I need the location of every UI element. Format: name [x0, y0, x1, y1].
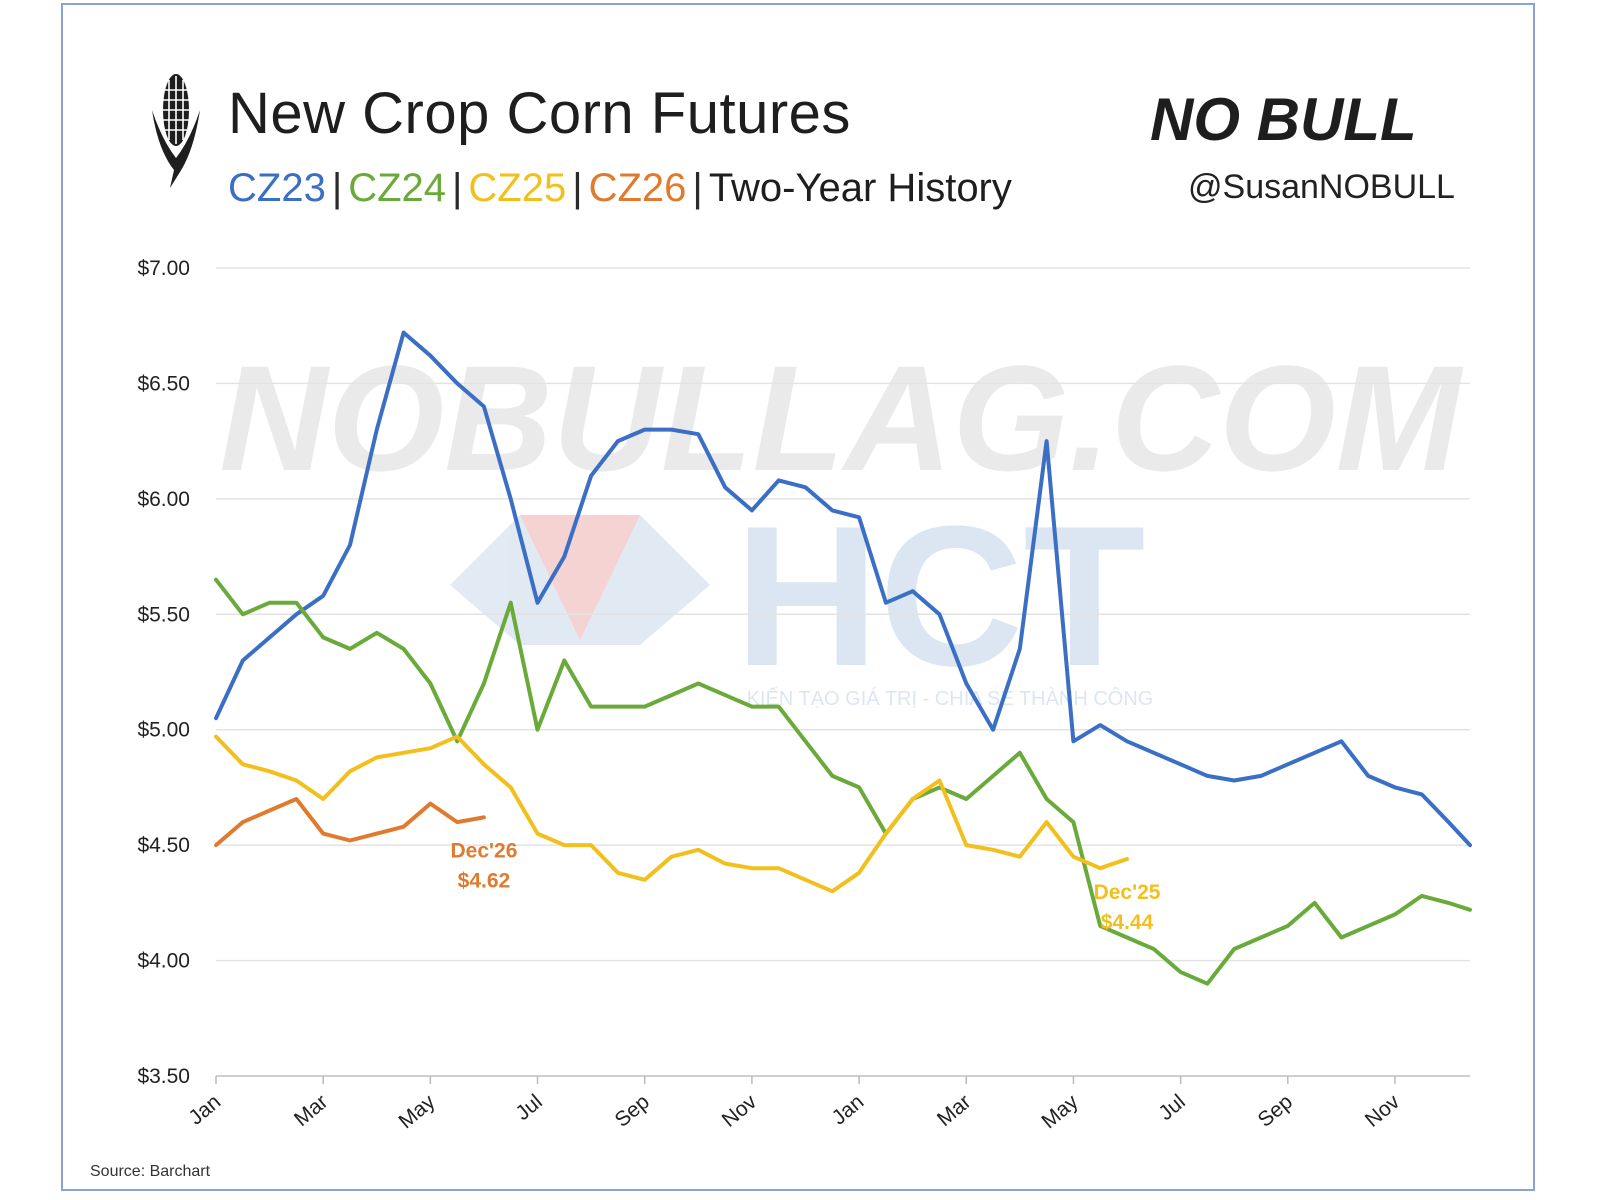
y-tick-label: $7.00 — [137, 257, 190, 280]
annotation-line: $4.44 — [1101, 911, 1154, 934]
chart-title: New Crop Corn Futures — [228, 81, 851, 146]
subtitle-cz23: CZ23 — [228, 166, 326, 210]
x-tick-label: Sep — [1254, 1090, 1297, 1132]
hct-diamond-shape — [450, 515, 710, 645]
annotation-line: $4.62 — [458, 869, 511, 892]
nobull-logo: NO BULL — [1150, 86, 1417, 153]
x-tick-label: May — [1037, 1090, 1083, 1133]
y-tick-label: $6.00 — [137, 488, 190, 511]
annotation-line: Dec'25 — [1094, 881, 1161, 904]
annotation-line: Dec'26 — [451, 839, 518, 862]
chart-frame — [61, 3, 1535, 1191]
hct-triangle-shape — [520, 515, 640, 640]
x-tick-label: Nov — [1361, 1090, 1405, 1132]
watermark-site-text: NOBULLAG.COM — [219, 334, 1464, 502]
grid-layer — [216, 267, 1470, 1077]
y-tick-label: $4.00 — [137, 950, 190, 973]
subtitle-separator: | — [572, 166, 583, 210]
social-handle: @SusanNOBULL — [1188, 168, 1455, 206]
source-note: Source: Barchart — [90, 1163, 211, 1180]
y-tick-label: $3.50 — [137, 1065, 190, 1088]
x-tick-label: Jul — [511, 1090, 546, 1125]
subtitle-separator: | — [452, 166, 463, 210]
series-line-cz23 — [214, 330, 1472, 848]
x-tick-label: Nov — [718, 1090, 762, 1132]
series-line-cz24 — [214, 577, 1472, 986]
x-axis: Jan Mar May Jul Sep Nov Jan Mar May Jul Sep Nov — [184, 1076, 1405, 1133]
hct-logo-text: HCT — [734, 485, 1145, 708]
chart-subtitle: CZ23 | CZ24 | CZ25 | CZ26 | Two-Year History — [228, 166, 1012, 211]
y-tick-label: $5.00 — [137, 719, 190, 742]
x-tick-label: Mar — [933, 1090, 975, 1131]
y-tick-label: $4.50 — [137, 834, 190, 857]
subtitle-cz26: CZ26 — [588, 166, 687, 210]
x-tick-label: Sep — [611, 1090, 654, 1132]
subtitle-cz24: CZ24 — [348, 166, 447, 210]
hct-tagline: KIẾN TẠO GIÁ TRỊ - CHIA SẺ THÀNH CÔNG — [747, 687, 1154, 710]
series-line-cz26 — [214, 797, 486, 848]
subtitle-separator: | — [331, 166, 343, 210]
hct-logo-watermark: HCT KIẾN TẠO GIÁ TRỊ - CHIA SẺ THÀNH CÔN… — [450, 485, 1153, 710]
series-line-cz25 — [214, 734, 1129, 894]
series-layer — [214, 330, 1472, 986]
subtitle-separator: | — [692, 166, 703, 210]
watermark-layer: NOBULLAG.COM HCT KIẾN TẠO GIÁ TRỊ - CHIA… — [219, 334, 1464, 710]
corn-icon — [152, 74, 200, 188]
x-tick-label: Mar — [290, 1090, 332, 1131]
y-tick-label: $6.50 — [137, 372, 190, 395]
annotation-cz26: Dec'26 $4.62 — [451, 839, 518, 892]
x-tick-label: Jul — [1154, 1090, 1189, 1125]
annotation-layer: Dec'26 $4.62 Dec'25 $4.44 — [451, 839, 1161, 934]
annotation-cz25: Dec'25 $4.44 — [1094, 881, 1161, 934]
x-tick-label: Jan — [184, 1090, 225, 1129]
subtitle-suffix: Two-Year History — [708, 166, 1012, 210]
x-tick-label: May — [394, 1090, 440, 1133]
brand-text: NO BULL — [1150, 86, 1417, 153]
subtitle-cz25: CZ25 — [468, 166, 567, 210]
y-tick-label: $5.50 — [137, 603, 190, 626]
y-axis: $3.50 $4.00 $4.50 $5.00 $5.50 $6.00 $6.50 $7.00 — [137, 257, 190, 1088]
x-tick-label: Jan — [828, 1090, 869, 1129]
